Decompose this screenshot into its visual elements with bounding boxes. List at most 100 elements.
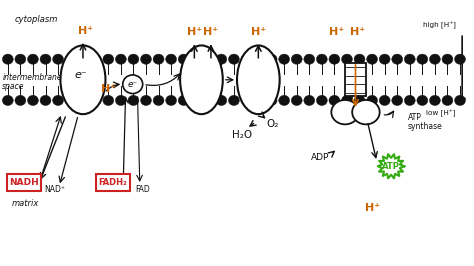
Circle shape <box>78 95 89 106</box>
Circle shape <box>27 54 38 64</box>
Circle shape <box>203 54 214 64</box>
Circle shape <box>442 95 453 106</box>
Circle shape <box>116 54 126 64</box>
Circle shape <box>191 95 202 106</box>
Circle shape <box>429 54 440 64</box>
Circle shape <box>241 54 252 64</box>
Circle shape <box>266 54 277 64</box>
Circle shape <box>78 54 89 64</box>
Polygon shape <box>378 154 404 178</box>
Circle shape <box>304 54 315 64</box>
Circle shape <box>2 95 13 106</box>
Text: O₂: O₂ <box>266 119 279 129</box>
Text: low [H⁺]: low [H⁺] <box>427 109 456 117</box>
Circle shape <box>178 54 189 64</box>
Text: NADH: NADH <box>9 178 38 187</box>
Text: high [H⁺]: high [H⁺] <box>423 22 456 30</box>
Text: H⁺: H⁺ <box>350 27 365 37</box>
Circle shape <box>153 54 164 64</box>
Circle shape <box>404 95 415 106</box>
Text: cytoplasm: cytoplasm <box>14 15 58 24</box>
Circle shape <box>2 54 13 64</box>
Circle shape <box>141 54 152 64</box>
Circle shape <box>429 95 440 106</box>
FancyBboxPatch shape <box>96 174 130 191</box>
Text: intermembrane: intermembrane <box>2 73 62 82</box>
Circle shape <box>91 95 101 106</box>
Circle shape <box>379 95 390 106</box>
Text: H⁺: H⁺ <box>203 27 219 37</box>
Circle shape <box>91 54 101 64</box>
Text: synthase: synthase <box>408 122 442 131</box>
Circle shape <box>53 54 64 64</box>
Ellipse shape <box>123 75 143 94</box>
Circle shape <box>216 54 227 64</box>
Circle shape <box>228 54 239 64</box>
Bar <box>345 63 366 96</box>
Text: H⁺: H⁺ <box>329 27 344 37</box>
Ellipse shape <box>61 45 106 114</box>
Circle shape <box>455 95 465 106</box>
Circle shape <box>27 95 38 106</box>
Circle shape <box>442 54 453 64</box>
Circle shape <box>455 54 465 64</box>
Ellipse shape <box>331 100 359 124</box>
Circle shape <box>191 54 202 64</box>
Circle shape <box>241 95 252 106</box>
Circle shape <box>178 95 189 106</box>
Text: FAD: FAD <box>135 185 150 194</box>
Text: ATP: ATP <box>408 113 421 122</box>
Circle shape <box>392 95 402 106</box>
Circle shape <box>65 54 76 64</box>
Circle shape <box>166 54 177 64</box>
Circle shape <box>103 54 114 64</box>
Circle shape <box>166 95 177 106</box>
Circle shape <box>341 54 353 64</box>
Text: H₂O: H₂O <box>232 130 252 140</box>
Circle shape <box>316 54 328 64</box>
Circle shape <box>116 95 126 106</box>
Circle shape <box>103 95 114 106</box>
Circle shape <box>53 95 64 106</box>
Circle shape <box>254 95 264 106</box>
Text: H⁺: H⁺ <box>78 26 93 36</box>
Circle shape <box>379 54 390 64</box>
Ellipse shape <box>237 45 280 114</box>
Circle shape <box>141 95 152 106</box>
Circle shape <box>279 54 290 64</box>
Circle shape <box>65 95 76 106</box>
Text: e⁻: e⁻ <box>128 80 138 89</box>
Circle shape <box>304 95 315 106</box>
Text: H⁺: H⁺ <box>187 27 202 37</box>
Text: H⁺: H⁺ <box>101 84 117 94</box>
Circle shape <box>316 95 328 106</box>
Circle shape <box>392 54 402 64</box>
Text: H⁺: H⁺ <box>365 203 380 213</box>
Circle shape <box>354 95 365 106</box>
Circle shape <box>128 54 139 64</box>
Ellipse shape <box>180 45 223 114</box>
Circle shape <box>341 95 353 106</box>
Text: e⁻: e⁻ <box>74 70 87 80</box>
Circle shape <box>266 95 277 106</box>
Circle shape <box>367 54 378 64</box>
Text: matrix: matrix <box>12 200 39 209</box>
Ellipse shape <box>352 100 380 124</box>
Circle shape <box>128 95 139 106</box>
Circle shape <box>329 95 340 106</box>
Text: H⁺: H⁺ <box>251 27 266 37</box>
Circle shape <box>15 54 26 64</box>
Circle shape <box>153 95 164 106</box>
Circle shape <box>228 95 239 106</box>
Circle shape <box>203 95 214 106</box>
Circle shape <box>254 54 264 64</box>
FancyBboxPatch shape <box>7 174 41 191</box>
Circle shape <box>40 54 51 64</box>
Circle shape <box>417 54 428 64</box>
Text: NAD⁺: NAD⁺ <box>44 185 65 194</box>
Circle shape <box>40 95 51 106</box>
Circle shape <box>291 54 302 64</box>
Circle shape <box>404 54 415 64</box>
Circle shape <box>417 95 428 106</box>
Circle shape <box>354 54 365 64</box>
